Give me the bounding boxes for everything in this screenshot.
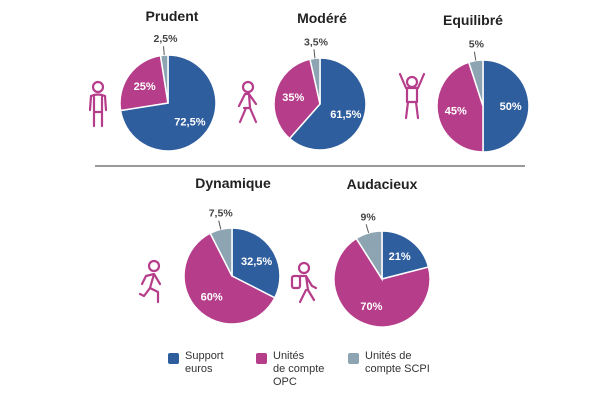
leader-line <box>473 51 477 61</box>
data-label: 50% <box>500 101 522 113</box>
data-label: 32,5% <box>241 256 272 268</box>
data-label: 3,5% <box>304 36 329 48</box>
data-label: 72,5% <box>174 117 205 129</box>
data-label: 5% <box>469 39 485 51</box>
pie-title: Modéré <box>297 10 347 26</box>
running-person-icon <box>138 259 162 304</box>
pie-slice-support-euros <box>482 59 530 153</box>
hiking-person-icon <box>290 261 318 304</box>
legend-swatch <box>256 353 267 364</box>
pie-title: Dynamique <box>195 175 271 191</box>
pie-slice-support-euros <box>231 227 281 299</box>
legend-label: Unités de compte OPC <box>273 350 325 388</box>
data-label: 9% <box>361 211 377 223</box>
pie-title: Audacieux <box>347 176 418 192</box>
legend-item-uc-opc: Unités de compte OPC <box>256 350 324 389</box>
pie-slice-uc-scpi <box>355 230 383 282</box>
legend: Support euros Unités de compte OPC Unité… <box>168 350 468 396</box>
pie-slice-uc-opc <box>183 232 276 325</box>
pie-slice-uc-opc <box>436 61 484 153</box>
legend-item-support-euros: Support euros <box>168 350 224 376</box>
data-label: 7,5% <box>209 208 234 220</box>
pie-title: Prudent <box>146 8 199 24</box>
pie-slice-uc-scpi <box>209 227 233 277</box>
pie-chart-prudent: Prudent 72,5% 25% 2,5% <box>119 8 217 152</box>
data-label: 25% <box>134 81 156 93</box>
standing-person-icon <box>88 80 108 128</box>
pie-slice-support-euros <box>381 230 430 280</box>
pie-slice-uc-opc <box>333 237 431 328</box>
data-label: 2,5% <box>154 33 179 45</box>
data-label: 61,5% <box>330 109 361 121</box>
data-label: 45% <box>445 105 467 117</box>
pie-chart-modéré: Modéré 61,5% 35% 3,5% <box>273 10 367 151</box>
pie-slice-uc-opc <box>273 58 321 140</box>
legend-label: Support euros <box>185 350 224 375</box>
data-label: 60% <box>201 291 223 303</box>
data-label: 21% <box>389 251 411 263</box>
legend-swatch <box>348 353 359 364</box>
pie-slice-uc-opc <box>119 54 169 112</box>
leader-line <box>365 224 370 234</box>
pie-slice-support-euros <box>288 57 367 151</box>
legend-swatch <box>168 353 179 364</box>
data-label: 70% <box>360 301 382 313</box>
data-label: 35% <box>282 92 304 104</box>
pie-slice-uc-scpi <box>159 54 169 104</box>
leader-line <box>218 220 222 230</box>
leader-line <box>313 49 316 59</box>
pie-title: Equilibré <box>443 12 503 28</box>
legend-item-uc-scpi: Unités de compte SCPI <box>348 350 430 376</box>
cheering-person-icon <box>398 72 426 120</box>
walking-person-icon <box>237 80 258 124</box>
pie-chart-equilibré: Equilibré 50% 45% 5% <box>436 12 530 153</box>
pie-chart-audacieux: Audacieux 21% 70% 9% <box>333 176 431 328</box>
leader-line <box>163 46 165 56</box>
pie-chart-dynamique: Dynamique 32,5% 60% 7,5% <box>183 175 281 325</box>
legend-label: Unités de compte SCPI <box>365 350 430 375</box>
